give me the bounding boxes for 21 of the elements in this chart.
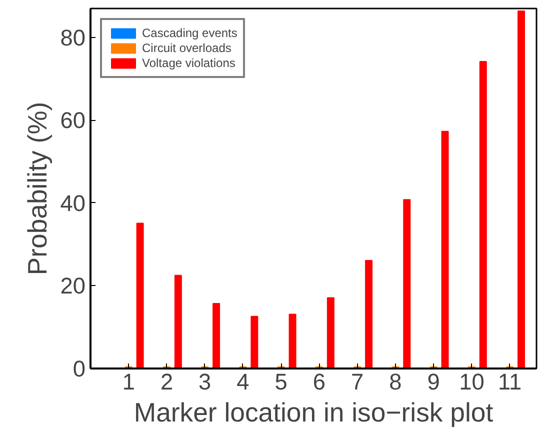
x-tick-label: 1 — [122, 368, 135, 394]
x-tick-label: 11 — [498, 368, 522, 394]
x-tick-label: 6 — [312, 368, 326, 394]
x-tick-label: 4 — [236, 368, 250, 394]
x-tick-label: 2 — [160, 368, 174, 394]
x-tick-label: 9 — [427, 368, 440, 394]
y-tick-label: 0 — [72, 356, 86, 382]
y-axis-title: Probability (%) — [22, 102, 52, 276]
legend-label: Voltage violations — [142, 56, 236, 70]
x-tick-label: 8 — [389, 368, 402, 394]
y-tick-label: 40 — [60, 190, 86, 216]
x-tick-label: 3 — [198, 368, 212, 394]
x-axis-title: Marker location in iso−risk plot — [134, 398, 494, 428]
y-tick-label: 80 — [60, 24, 86, 50]
legend-label: Cascading events — [142, 26, 238, 40]
x-tick-label: 5 — [274, 368, 288, 394]
x-tick-label: 10 — [459, 368, 484, 394]
y-tick-label: 60 — [60, 107, 86, 134]
x-tick-label: 7 — [351, 368, 364, 394]
legend-label: Circuit overloads — [142, 41, 232, 55]
y-tick-label: 20 — [60, 272, 86, 299]
